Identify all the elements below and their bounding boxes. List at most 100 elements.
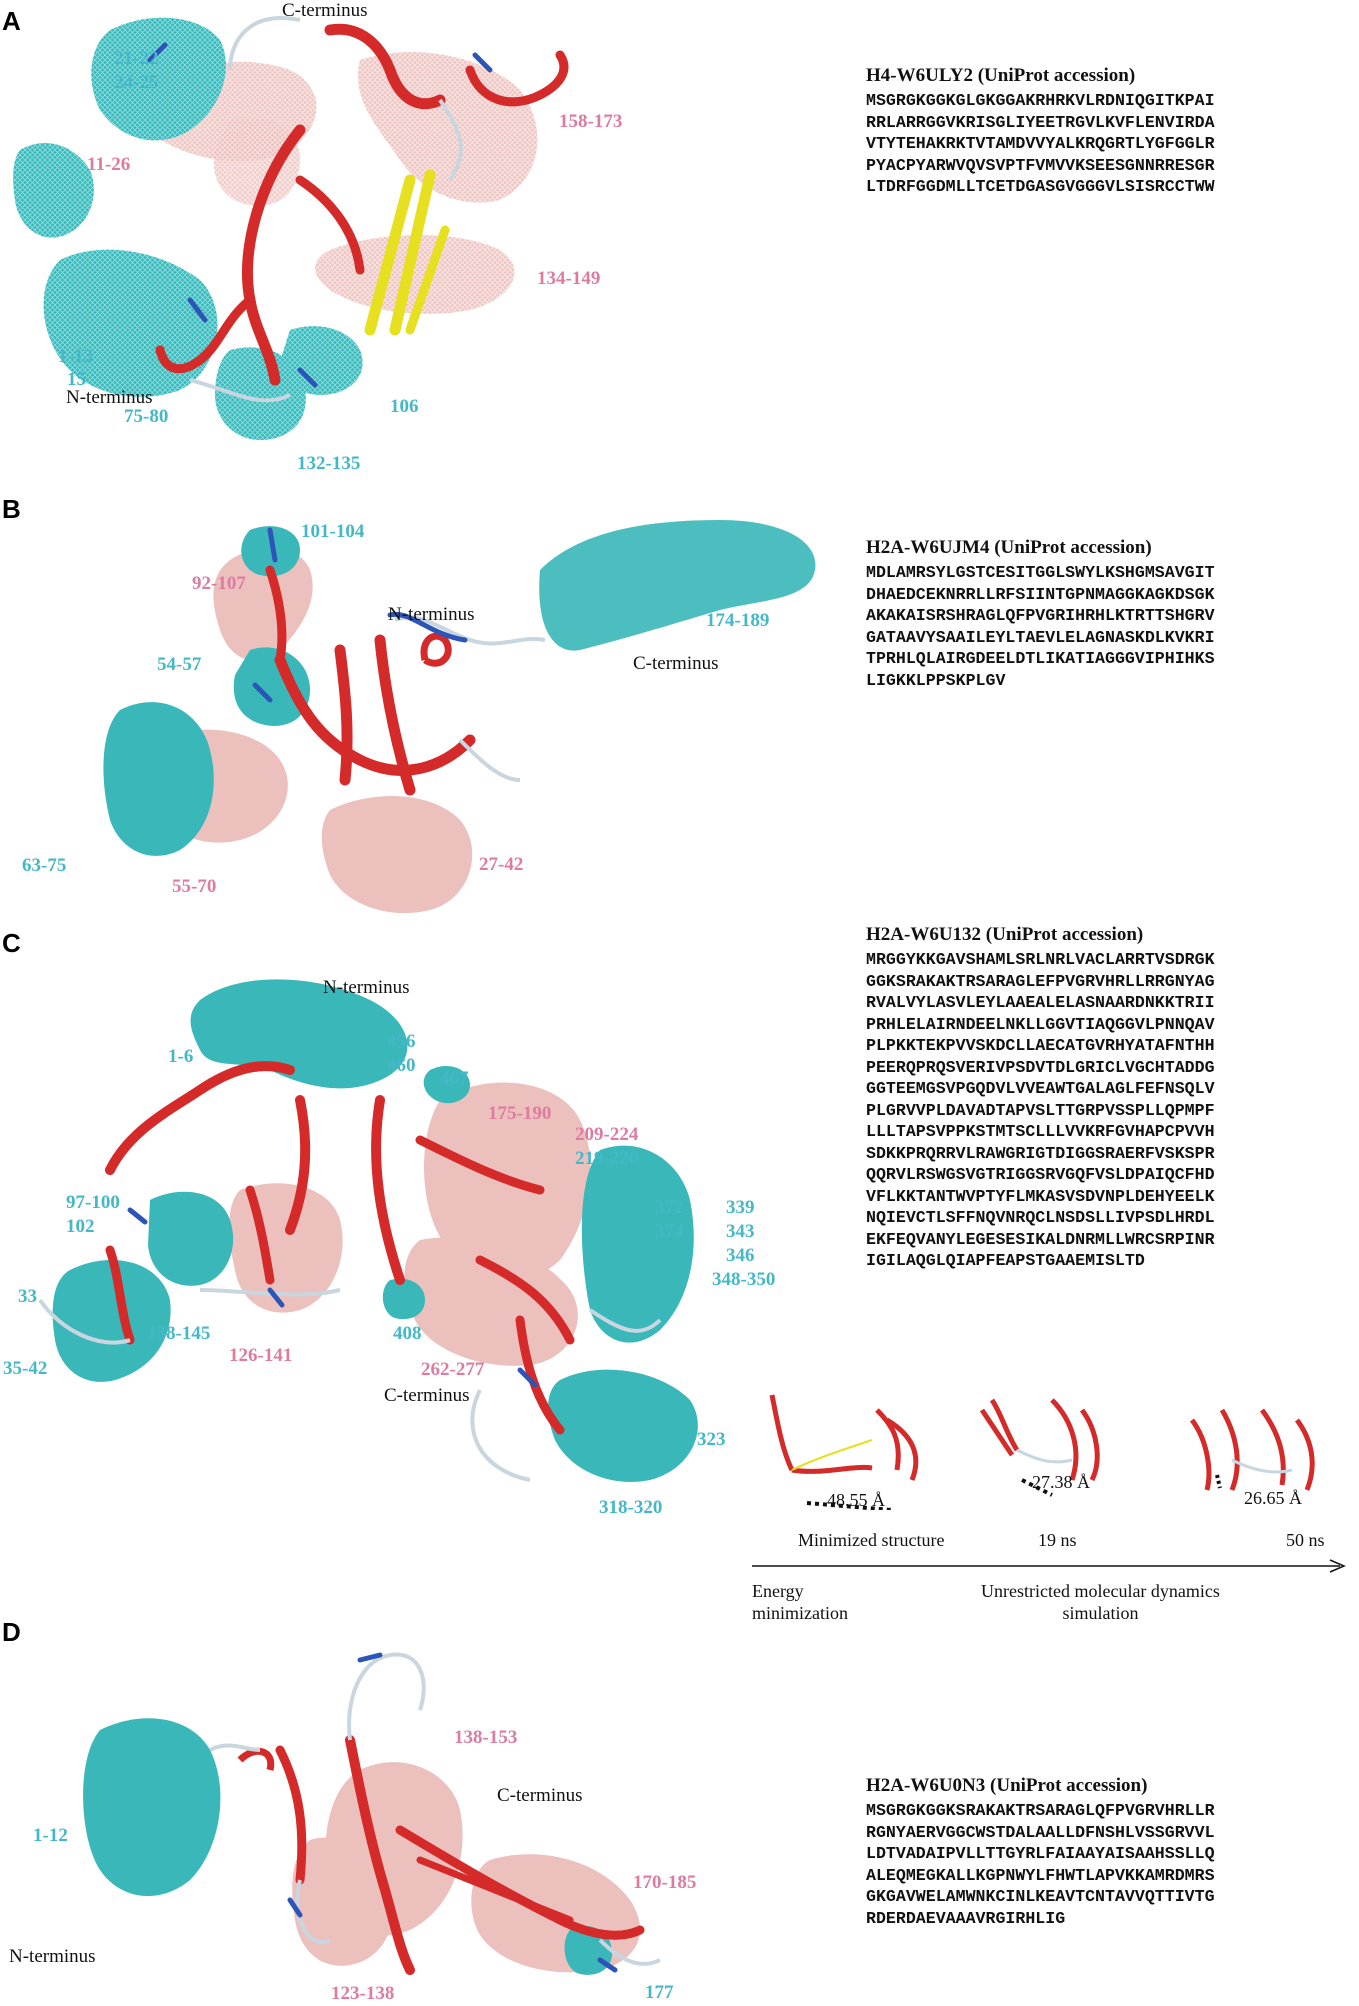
a-label-1-13: 1-13	[58, 346, 93, 367]
helix-c5	[475, 1255, 575, 1345]
sequence-line: PYACPYARWVQVSVPTFVMVVKSEESGNNRRESGR	[866, 155, 1215, 175]
panel-letter-c: C	[2, 928, 21, 958]
sequence-line: SDKKPRQRRVLRAWGRIGTDIGGSRAERFVSKSPR	[866, 1143, 1215, 1163]
sequence-title-a: H4-W6ULY2 (UniProt accession)	[866, 65, 1136, 86]
sequence-line: AKAKAISRSHRAGLQFPVGRIHRHLKTRTTSHGRV	[866, 606, 1215, 625]
sequence-line: MRGGYKKGAVSHAMLSRLNRLVACLARRTVSDRGK	[866, 950, 1215, 969]
d-label-123-138: 123-138	[331, 1983, 395, 2004]
c-label-1-6: 1-6	[168, 1046, 194, 1067]
a-label-132-135: 132-135	[297, 453, 361, 474]
a-label-134-149: 134-149	[537, 268, 601, 289]
sequence-line: GKGAVWELAMWNKCINLKEAVTCNTAVVQTTIVTG	[866, 1887, 1215, 1906]
sequence-line: PLGRVVPLDAVADTAPVSLTTGRPVSSPLLQPMPF	[866, 1100, 1215, 1120]
sequence-line: RVALVYLASVLEYLAAEALELASNAARDNKKTRII	[866, 993, 1215, 1012]
distance-3: 26.65 Å	[1244, 1488, 1302, 1508]
surface-318-323	[548, 1369, 698, 1482]
c-label-467: 467	[440, 1068, 469, 1089]
c-label-323: 323	[697, 1429, 726, 1450]
surface-106	[281, 326, 363, 395]
panel-letter-d: D	[2, 1617, 21, 1647]
c-label-35-42: 35-42	[3, 1358, 48, 1379]
sequence-title-c: H2A-W6U132 (UniProt accession)	[866, 924, 1144, 945]
sequence-line: LDTVADAIPVLLTTGYRLFAIAAYAISAAHSSLLQ	[866, 1844, 1215, 1863]
sequence-line: IGILAQGLQIAPFEAPSTGAAEMISLTD	[866, 1251, 1145, 1270]
c-label-126-141: 126-141	[229, 1345, 293, 1366]
sequence-line: PRHLELAIRNDEELNKLLGGVTIAQGGVLPNNQAV	[866, 1014, 1215, 1034]
sequence-line: ALEQMEGKALLKGPNWYLFHWTLAPVKKAMRDMRS	[866, 1865, 1215, 1885]
c-label-102: 102	[66, 1216, 95, 1237]
stage-minimized: Minimized structure	[798, 1530, 945, 1550]
coil-b	[394, 615, 546, 782]
sequence-line: RGNYAERVGGCWSTDALAALLDFNSHLVSSGRVVL	[866, 1822, 1215, 1842]
turns-b	[252, 527, 468, 703]
d-label-177: 177	[645, 1982, 674, 2003]
stage-19ns: 19 ns	[1038, 1530, 1077, 1550]
d-n-terminus-label: N-terminus	[9, 1946, 96, 1967]
protein-structure-d	[83, 1652, 661, 1975]
stage-50ns: 50 ns	[1286, 1530, 1325, 1550]
helix-b1	[274, 654, 476, 776]
helix-b2	[334, 644, 353, 786]
c-label-348-350: 348-350	[712, 1269, 776, 1290]
surface-left-cyan	[13, 142, 94, 238]
a-label-15: 15	[67, 369, 86, 390]
c-label-138-145: 138-145	[147, 1323, 211, 1344]
sequence-block-d: H2A-W6U0N3 (UniProt accession) MSGRGKGGK…	[866, 1775, 1215, 1929]
surface-467	[423, 1065, 470, 1104]
a-n-terminus-label: N-terminus	[66, 387, 153, 408]
panel-letter-a: A	[2, 6, 21, 36]
surface-27-42	[321, 796, 473, 914]
b-label-174-189: 174-189	[706, 610, 770, 631]
sequence-block-c: H2A-W6U132 (UniProt accession) MRGGYKKGA…	[866, 924, 1215, 1272]
c-label-456: 456	[387, 1031, 416, 1052]
sequence-line: QQRVLRSWGSVGTRIGGSRVGQFVSLDPAIQCFHD	[866, 1165, 1215, 1184]
c-label-97-100: 97-100	[66, 1192, 120, 1213]
helix-d3	[275, 1745, 307, 1885]
c-n-terminus-label: N-terminus	[323, 977, 410, 998]
b-label-54-57: 54-57	[157, 654, 202, 675]
c-label-372: 372	[655, 1197, 684, 1218]
sequence-line: MSGRGKGGKGLGKGGAKRHRKVLRDNIQGITKPAI	[866, 91, 1215, 110]
b-label-63-75: 63-75	[22, 855, 67, 876]
sequence-line: EKFEQVANYLEGESESIKALDNRMLLWRCSRPINR	[866, 1229, 1215, 1249]
d-c-terminus-label: C-terminus	[497, 1785, 583, 1806]
surface-1-12	[83, 1718, 221, 1897]
sequence-line: VTYTEHAKRKTVTAMDVVYALKRQGRTLYGFGGLR	[866, 134, 1215, 153]
coil-d	[209, 1652, 661, 1966]
helix-c6	[515, 1315, 565, 1435]
a-label-106: 106	[390, 396, 419, 417]
sequence-line: MDLAMRSYLGSTCESITGGLSWYLKSHGMSAVGIT	[866, 563, 1215, 582]
surface-1-15	[43, 249, 218, 397]
surface-1-6	[190, 979, 408, 1089]
surface-134-149	[315, 235, 515, 314]
helix-a1	[242, 124, 306, 386]
protein-structure-c	[38, 979, 698, 1482]
helix-a3	[465, 50, 569, 107]
a-label-75-80: 75-80	[124, 406, 169, 427]
c-label-219-220: 219-220	[575, 1148, 639, 1169]
helix-a5	[295, 175, 365, 275]
helix-a4	[155, 295, 255, 374]
protein-structure-b	[103, 520, 816, 914]
sequence-line: PEERQPRQSVERIVPSDVTDLGRICLVGCHTADDG	[866, 1057, 1215, 1077]
sequence-line: LTDRFGGDMLLTCETDGASGVGGGVLSISRCCTWW	[866, 177, 1215, 196]
sequence-line: NQIEVCTLSFFNQVNRQCLNSDSLLIVPSDLHRDL	[866, 1208, 1215, 1227]
c-label-339: 339	[726, 1197, 755, 1218]
a-label-21-22: 21-22	[114, 48, 159, 69]
d-label-1-12: 1-12	[33, 1825, 68, 1846]
surface-101-104	[241, 526, 300, 577]
coil-a	[189, 16, 463, 403]
d-label-138-153: 138-153	[454, 1727, 518, 1748]
b-label-55-70: 55-70	[172, 876, 217, 897]
helix-b5	[265, 565, 287, 665]
b-n-terminus-label: N-terminus	[388, 604, 475, 625]
b-label-101-104: 101-104	[301, 521, 365, 542]
a-label-24-25: 24-25	[114, 72, 159, 93]
sequence-block-b: H2A-W6UJM4 (UniProt accession) MDLAMRSYL…	[866, 537, 1215, 691]
timeline-arrow	[752, 1559, 1346, 1573]
sequence-line: RRLARRGGVKRISGLIYEETRGVLKVFLENVIRDA	[866, 112, 1215, 132]
surface-63-75	[103, 702, 214, 856]
snapshot-50ns	[1189, 1408, 1315, 1491]
strand-a1	[364, 174, 416, 336]
sequence-line: PLPKKTEKPVVSKDCLLAECATGVRHYATAFNTHH	[866, 1036, 1215, 1055]
